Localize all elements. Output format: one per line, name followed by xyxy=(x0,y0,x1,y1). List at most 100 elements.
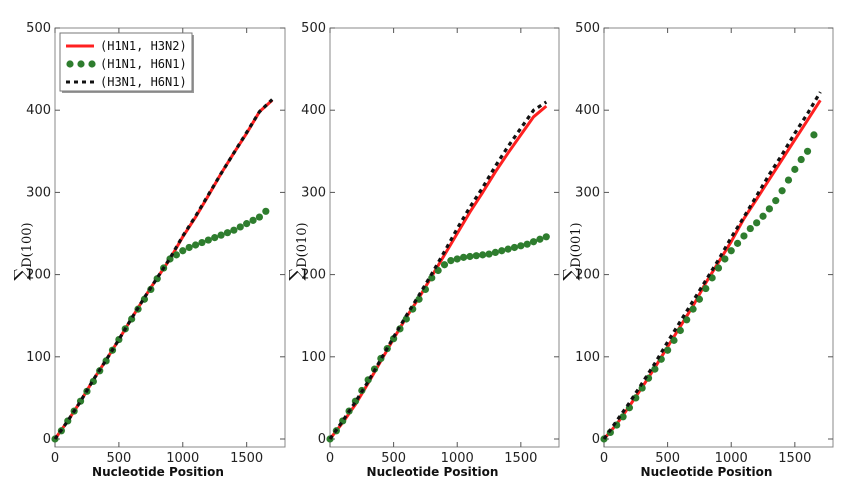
y-axis-label: ∑D(100) xyxy=(11,222,35,280)
data-point xyxy=(670,336,678,344)
data-point xyxy=(479,251,487,259)
data-point xyxy=(223,229,232,237)
data-point xyxy=(689,305,697,313)
data-point xyxy=(702,284,710,293)
data-point xyxy=(784,176,793,184)
x-tick-label: 1500 xyxy=(778,451,811,466)
data-point xyxy=(491,248,499,257)
data-point xyxy=(810,131,818,139)
y-tick-label: 0 xyxy=(592,432,600,447)
y-axis-label-sub: D(001) xyxy=(569,222,584,267)
data-point xyxy=(249,216,257,224)
plot-frame xyxy=(603,27,834,448)
data-point xyxy=(466,252,474,261)
x-tick-label: 1000 xyxy=(715,451,748,466)
y-tick-label: 100 xyxy=(575,350,600,365)
data-point xyxy=(504,245,512,253)
series-2 xyxy=(51,207,270,443)
legend-marker xyxy=(77,60,85,68)
data-point xyxy=(453,255,461,263)
x-tick-label: 500 xyxy=(655,451,680,466)
data-point xyxy=(172,251,180,259)
y-tick-label: 500 xyxy=(301,21,326,36)
x-tick-label: 1500 xyxy=(230,451,263,466)
data-point xyxy=(428,274,436,282)
plot-frame xyxy=(54,27,286,448)
data-point xyxy=(753,219,761,227)
chart-panel-2: 0 100 200 300 400 500 0 500 1000 1500 Nucleotide P… xyxy=(286,21,560,479)
x-tick-label: 1000 xyxy=(166,451,199,466)
y-axis-label: ∑D(001) xyxy=(560,222,584,280)
y-axis-label-sub: D(100) xyxy=(20,222,35,267)
x-axis-label: Nucleotide Position xyxy=(367,465,499,479)
series-line xyxy=(53,98,274,440)
y-tick-label: 300 xyxy=(26,185,51,200)
data-point xyxy=(485,250,493,258)
data-point xyxy=(236,223,244,231)
data-point xyxy=(217,231,225,239)
legend-marker xyxy=(66,60,74,68)
data-point xyxy=(440,261,449,269)
x-tick-label: 500 xyxy=(381,451,406,466)
y-tick-label: 500 xyxy=(575,21,600,36)
y-tick-label: 400 xyxy=(301,103,326,118)
y-axis-label-sum: ∑ xyxy=(11,268,32,281)
data-point xyxy=(733,239,742,247)
x-tick-label: 0 xyxy=(326,451,334,466)
x-axis-label: Nucleotide Position xyxy=(92,465,224,479)
data-point xyxy=(772,197,780,205)
y-tick-label: 200 xyxy=(301,268,326,283)
y-axis-label-sub: D(010) xyxy=(295,222,310,267)
data-point xyxy=(803,147,812,155)
series-line xyxy=(328,104,548,440)
legend-label: (H1N1, H6N1) xyxy=(100,57,187,71)
x-tick-label: 0 xyxy=(51,451,59,466)
series-2 xyxy=(326,233,550,443)
data-point xyxy=(542,233,550,241)
data-point xyxy=(746,224,754,233)
y-axis-label-sum: ∑ xyxy=(286,268,307,281)
data-point xyxy=(191,241,200,249)
y-tick-label: 300 xyxy=(301,185,326,200)
data-point xyxy=(185,243,193,252)
y-tick-label: 0 xyxy=(43,432,51,447)
data-point xyxy=(255,213,264,221)
data-point xyxy=(727,247,735,255)
y-tick-label: 200 xyxy=(26,268,51,283)
data-point xyxy=(740,232,748,240)
chart-panel-3: 0 100 200 300 400 500 0 500 1000 1500 Nucleotide P… xyxy=(560,21,834,479)
plot-frame xyxy=(329,27,560,448)
data-point xyxy=(198,238,206,247)
x-axis-label: Nucleotide Position xyxy=(641,465,773,479)
series-1 xyxy=(328,104,548,440)
chart-panel-1: 0 100 200 300 400 500 0 500 1000 1500 Nucleotide P… xyxy=(11,21,286,479)
data-point xyxy=(765,205,773,213)
data-point xyxy=(498,247,506,255)
data-point xyxy=(529,238,538,246)
legend: (H1N1, H3N2) (H1N1, H6N1) (H3N1, H6N1) xyxy=(59,32,194,93)
y-tick-label: 500 xyxy=(26,21,51,36)
y-axis-label-sum: ∑ xyxy=(560,268,581,281)
data-point xyxy=(536,235,544,243)
data-point xyxy=(230,226,238,234)
series-3 xyxy=(53,98,274,440)
data-point xyxy=(510,243,519,252)
data-point xyxy=(632,394,640,402)
x-tick-label: 0 xyxy=(600,451,608,466)
series-line xyxy=(328,100,548,440)
data-point xyxy=(211,234,219,242)
data-point xyxy=(243,220,251,228)
data-point xyxy=(472,252,480,260)
y-axis-label: ∑D(010) xyxy=(286,222,310,280)
data-point xyxy=(523,240,531,248)
data-point xyxy=(262,207,270,215)
data-point xyxy=(759,212,767,220)
data-point xyxy=(714,264,723,272)
data-point xyxy=(459,253,468,261)
y-tick-label: 300 xyxy=(575,185,600,200)
data-point xyxy=(721,255,729,263)
y-tick-label: 100 xyxy=(26,350,51,365)
y-tick-label: 100 xyxy=(301,350,326,365)
data-point xyxy=(791,165,799,173)
